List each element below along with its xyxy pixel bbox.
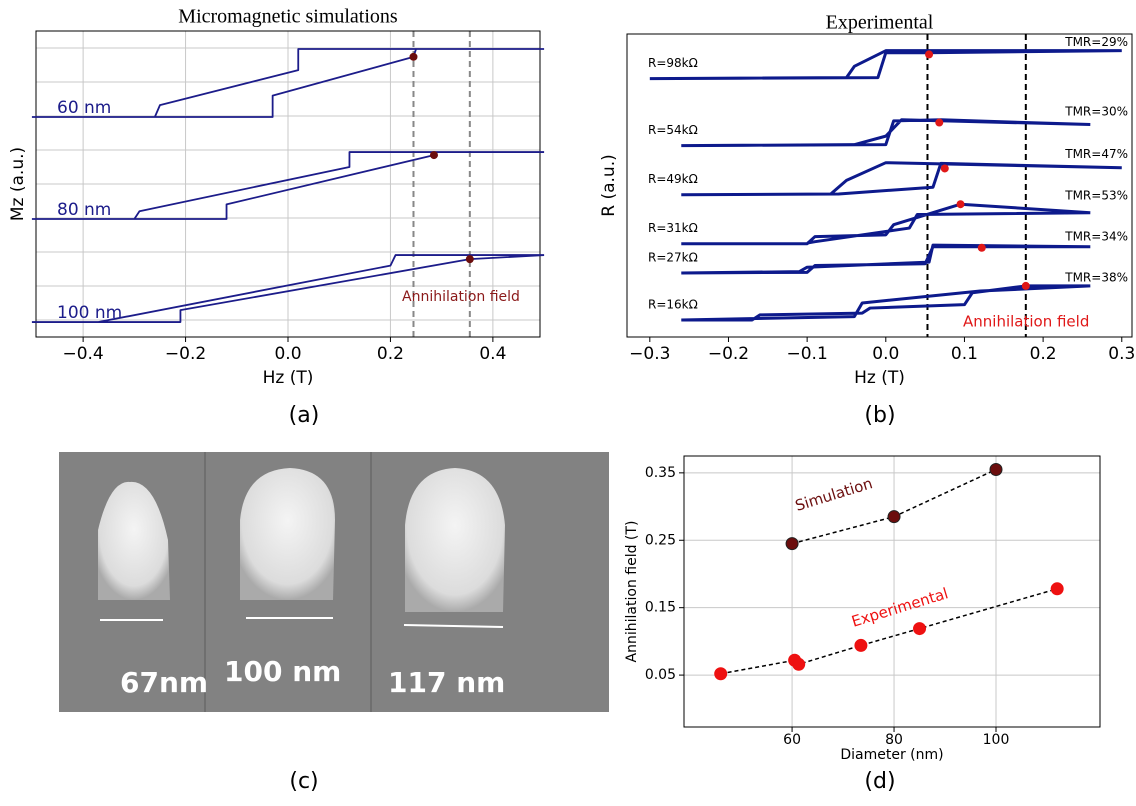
image-label: 67nm <box>120 666 208 699</box>
x-tick-label: −0.1 <box>786 344 827 364</box>
x-tick-label: 0.2 <box>1030 344 1057 364</box>
chart-title: Micromagnetic simulations <box>178 6 398 28</box>
series-label: R=49kΩ <box>648 172 698 186</box>
x-tick-label: 0.2 <box>377 344 404 364</box>
image-label: 117 nm <box>388 666 505 699</box>
x-tick-label: −0.3 <box>629 344 670 364</box>
data-point <box>989 462 1003 476</box>
annihilation-point <box>409 52 418 61</box>
series-label: 80 nm <box>57 200 111 220</box>
annihilation-point <box>925 50 934 59</box>
x-tick-label: 80 <box>885 732 903 748</box>
x-tick-label: 0.0 <box>872 344 899 364</box>
y-tick-label: 0.05 <box>645 667 676 683</box>
x-tick-label: 0.4 <box>479 344 506 364</box>
tmr-label: TMR=34% <box>1064 230 1128 244</box>
trend-line <box>720 588 1058 675</box>
hysteresis-loop <box>681 202 1091 246</box>
series-label: R=54kΩ <box>648 123 698 137</box>
series-label: 100 nm <box>57 303 122 323</box>
series-label: R=27kΩ <box>648 250 698 264</box>
image-seam <box>204 452 206 712</box>
series-label: R=98kΩ <box>648 56 698 70</box>
data-point <box>887 510 901 524</box>
x-axis-label: Hz (T) <box>854 368 905 388</box>
hysteresis-loop <box>681 243 1091 275</box>
data-point <box>1050 582 1064 596</box>
x-axis-label: Diameter (nm) <box>840 747 943 763</box>
annihilation-point <box>465 255 474 264</box>
x-tick-label: 0.1 <box>951 344 978 364</box>
hysteresis-loop <box>681 284 1091 322</box>
caption: (d) <box>864 769 895 794</box>
plot-frame <box>683 455 1101 728</box>
data-point <box>913 622 927 636</box>
data-point <box>714 667 728 681</box>
tmr-label: TMR=30% <box>1064 104 1128 118</box>
hysteresis-loop <box>649 49 1122 81</box>
hysteresis-loop <box>681 118 1091 148</box>
annihilation-point <box>940 164 949 173</box>
series-label: Simulation <box>793 474 875 515</box>
annihilation-point <box>1021 281 1030 290</box>
hysteresis-loop <box>31 254 545 323</box>
chart-title: Experimental <box>826 12 934 34</box>
annihilation-point <box>977 243 986 252</box>
hysteresis-loop <box>681 161 1122 197</box>
image-seam <box>370 452 372 712</box>
x-tick-label: 0.0 <box>274 344 301 364</box>
series-label: R=16kΩ <box>648 297 698 311</box>
tmr-label: TMR=38% <box>1064 270 1128 284</box>
x-tick-label: −0.2 <box>708 344 749 364</box>
x-tick-label: −0.2 <box>165 344 206 364</box>
y-tick-label: 0.35 <box>645 465 676 481</box>
scale-line <box>403 624 504 628</box>
hysteresis-loop <box>31 48 545 118</box>
y-tick-label: 0.15 <box>645 600 676 616</box>
annotation: Annihilation field <box>963 313 1089 331</box>
y-tick-label: 0.25 <box>645 532 676 548</box>
series-label: 60 nm <box>57 98 111 118</box>
x-tick-label: 60 <box>783 732 801 748</box>
pillar <box>240 468 335 600</box>
tmr-label: TMR=29% <box>1064 35 1128 49</box>
data-point <box>792 657 806 671</box>
y-axis-label: Mz (a.u.) <box>8 147 28 221</box>
tmr-label: TMR=53% <box>1064 189 1128 203</box>
caption: (b) <box>864 403 895 428</box>
annihilation-point <box>935 118 944 127</box>
annihilation-point <box>956 200 965 209</box>
image-label: 100 nm <box>224 655 341 688</box>
caption: (a) <box>289 403 320 428</box>
y-axis-label: Annihilation field (T) <box>624 521 640 663</box>
sem-image: 67nm 100 nm 117 nm <box>59 452 609 712</box>
caption: (c) <box>289 769 318 794</box>
data-point <box>785 537 799 551</box>
x-axis-label: Hz (T) <box>263 368 314 388</box>
annihilation-point <box>429 151 438 160</box>
annotation: Annihilation field <box>402 289 520 305</box>
pillar <box>98 481 170 600</box>
data-point <box>854 638 868 652</box>
plot-frame <box>35 30 541 338</box>
x-tick-label: 0.3 <box>1108 344 1135 364</box>
pillar <box>405 468 505 612</box>
hysteresis-loop <box>31 151 545 220</box>
y-axis-label: R (a.u.) <box>599 154 619 216</box>
series-label: R=31kΩ <box>648 221 698 235</box>
tmr-label: TMR=47% <box>1064 147 1128 161</box>
plot-frame <box>626 33 1133 338</box>
x-tick-label: −0.4 <box>62 344 103 364</box>
x-tick-label: 100 <box>983 732 1010 748</box>
